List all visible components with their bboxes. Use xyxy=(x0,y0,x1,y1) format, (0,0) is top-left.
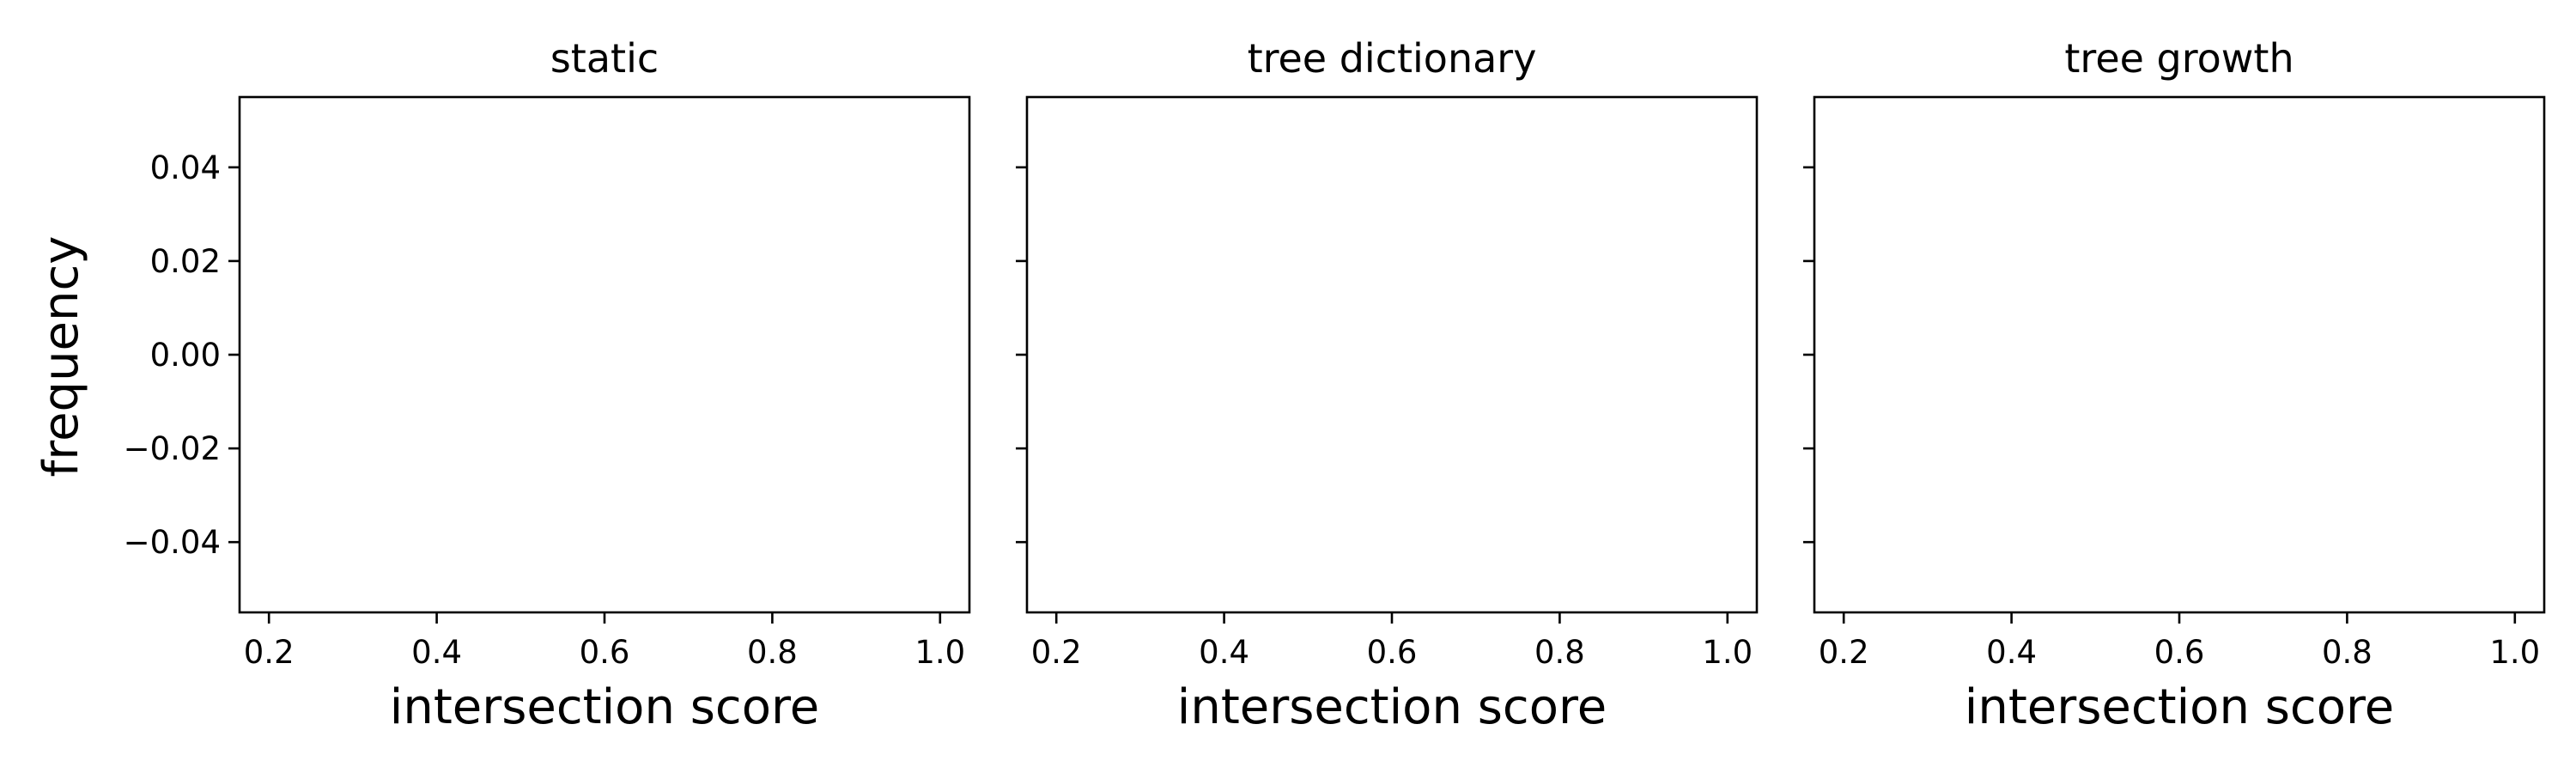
x-tick-label: 0.6 xyxy=(580,634,630,671)
x-axis-label: intersection score xyxy=(1177,679,1607,735)
x-tick-label: 0.8 xyxy=(747,634,798,671)
x-tick-label: 1.0 xyxy=(914,634,965,671)
panel-1: tree dictionary 0.2 0.4 0.6 0.8 1.0 intersecti… xyxy=(1016,35,1759,735)
x-tick-label: 0.8 xyxy=(1534,634,1585,671)
x-tick-label: 0.4 xyxy=(1199,634,1249,671)
x-tick-label: 0.4 xyxy=(411,634,462,671)
panel-title: tree dictionary xyxy=(1248,35,1537,82)
x-axis-label: intersection score xyxy=(390,679,819,735)
x-tick-label: 1.0 xyxy=(2489,634,2540,671)
x-tick-label: 0.6 xyxy=(2154,634,2205,671)
y-axis-label: frequency xyxy=(33,236,89,478)
plot-frame xyxy=(238,95,971,614)
plot-frame xyxy=(1813,95,2546,614)
panel-0: static 0.2 0.4 0.6 0.8 1.0 intersection score 0… xyxy=(124,35,971,735)
x-tick-label: 0.2 xyxy=(1031,634,1082,671)
y-tick-label: −0.02 xyxy=(124,430,221,467)
y-tick-label: 0.02 xyxy=(150,243,221,280)
panel-2: tree growth 0.2 0.4 0.6 0.8 1.0 intersection s… xyxy=(1803,35,2546,735)
x-tick-label: 1.0 xyxy=(1702,634,1753,671)
x-tick-label: 0.8 xyxy=(2322,634,2372,671)
x-tick-label: 0.2 xyxy=(244,634,295,671)
x-tick-label: 0.6 xyxy=(1367,634,1418,671)
x-axis-label: intersection score xyxy=(1965,679,2394,735)
x-tick-label: 0.4 xyxy=(1986,634,2037,671)
panel-title: tree growth xyxy=(2064,35,2293,82)
plot-frame xyxy=(1025,95,1759,614)
y-tick-label: 0.00 xyxy=(150,337,221,374)
y-tick-label: 0.04 xyxy=(150,149,221,186)
x-tick-label: 0.2 xyxy=(1819,634,1869,671)
panel-title: static xyxy=(550,35,659,82)
y-tick-label: −0.04 xyxy=(124,524,221,561)
panels: static 0.2 0.4 0.6 0.8 1.0 intersection score 0… xyxy=(124,35,2546,735)
